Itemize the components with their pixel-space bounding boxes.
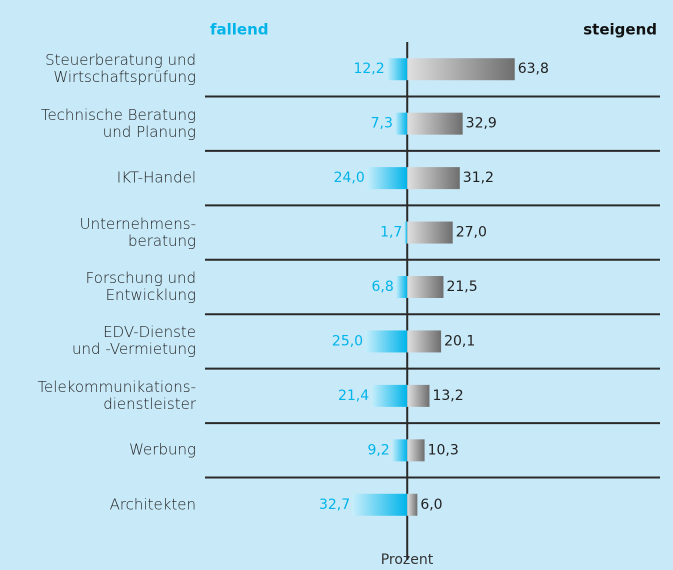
value-label-fallend: 24,0	[334, 170, 365, 186]
value-label-steigend: 31,2	[463, 170, 494, 186]
value-label-steigend: 6,0	[420, 497, 442, 513]
bar-fallend	[395, 276, 408, 298]
bar-fallend	[394, 112, 408, 135]
category-label: Technische Beratung und Planung	[40, 105, 196, 141]
legend-left: fallend	[210, 21, 269, 39]
value-label-steigend: 13,2	[432, 388, 463, 404]
bar-fallend	[391, 439, 408, 462]
bar-steigend	[407, 167, 460, 190]
bar-steigend	[407, 384, 430, 407]
value-label-steigend: 27,0	[456, 225, 487, 241]
value-label-steigend: 20,1	[444, 333, 475, 349]
value-label-fallend: 7,3	[371, 116, 393, 132]
value-label-steigend: 10,3	[428, 442, 459, 458]
bar-fallend	[365, 330, 408, 353]
value-label-fallend: 25,0	[332, 333, 363, 349]
bar-fallend	[386, 58, 408, 81]
legend-right: steigend	[583, 21, 657, 39]
value-label-fallend: 32,7	[319, 497, 350, 513]
bar-steigend	[407, 493, 418, 516]
value-label-fallend: 1,7	[380, 225, 402, 241]
category-label: Architekten	[109, 495, 196, 514]
value-label-fallend: 6,8	[371, 279, 393, 295]
bar-steigend	[407, 276, 444, 298]
value-label-fallend: 21,4	[338, 388, 369, 404]
bar-steigend	[407, 439, 425, 462]
category-label: Forschung und Entwicklung	[85, 269, 196, 304]
category-label: Steuerberatung und Wirtschaftsprüfung	[45, 51, 196, 87]
bar-fallend	[404, 221, 408, 244]
bar-fallend	[371, 384, 408, 407]
value-label-steigend: 21,5	[446, 279, 477, 295]
bar-steigend	[407, 221, 453, 244]
bar-fallend	[352, 493, 408, 516]
category-label: Werbung	[129, 440, 196, 459]
bar-steigend	[407, 330, 442, 353]
category-label: EDV-Dienste und -Vermietung	[72, 323, 196, 359]
value-label-fallend: 9,2	[367, 442, 389, 458]
category-label: Telekommunikations- dienstleister	[37, 377, 196, 413]
bar-fallend	[366, 167, 408, 190]
category-label: Unternehmens- beratung	[79, 214, 196, 250]
value-label-steigend: 63,8	[518, 61, 549, 77]
value-label-fallend: 12,2	[353, 61, 384, 77]
bar-steigend	[407, 112, 463, 135]
bar-steigend	[407, 58, 515, 81]
value-label-steigend: 32,9	[466, 116, 497, 132]
category-label: IKT-Handel	[116, 168, 196, 187]
